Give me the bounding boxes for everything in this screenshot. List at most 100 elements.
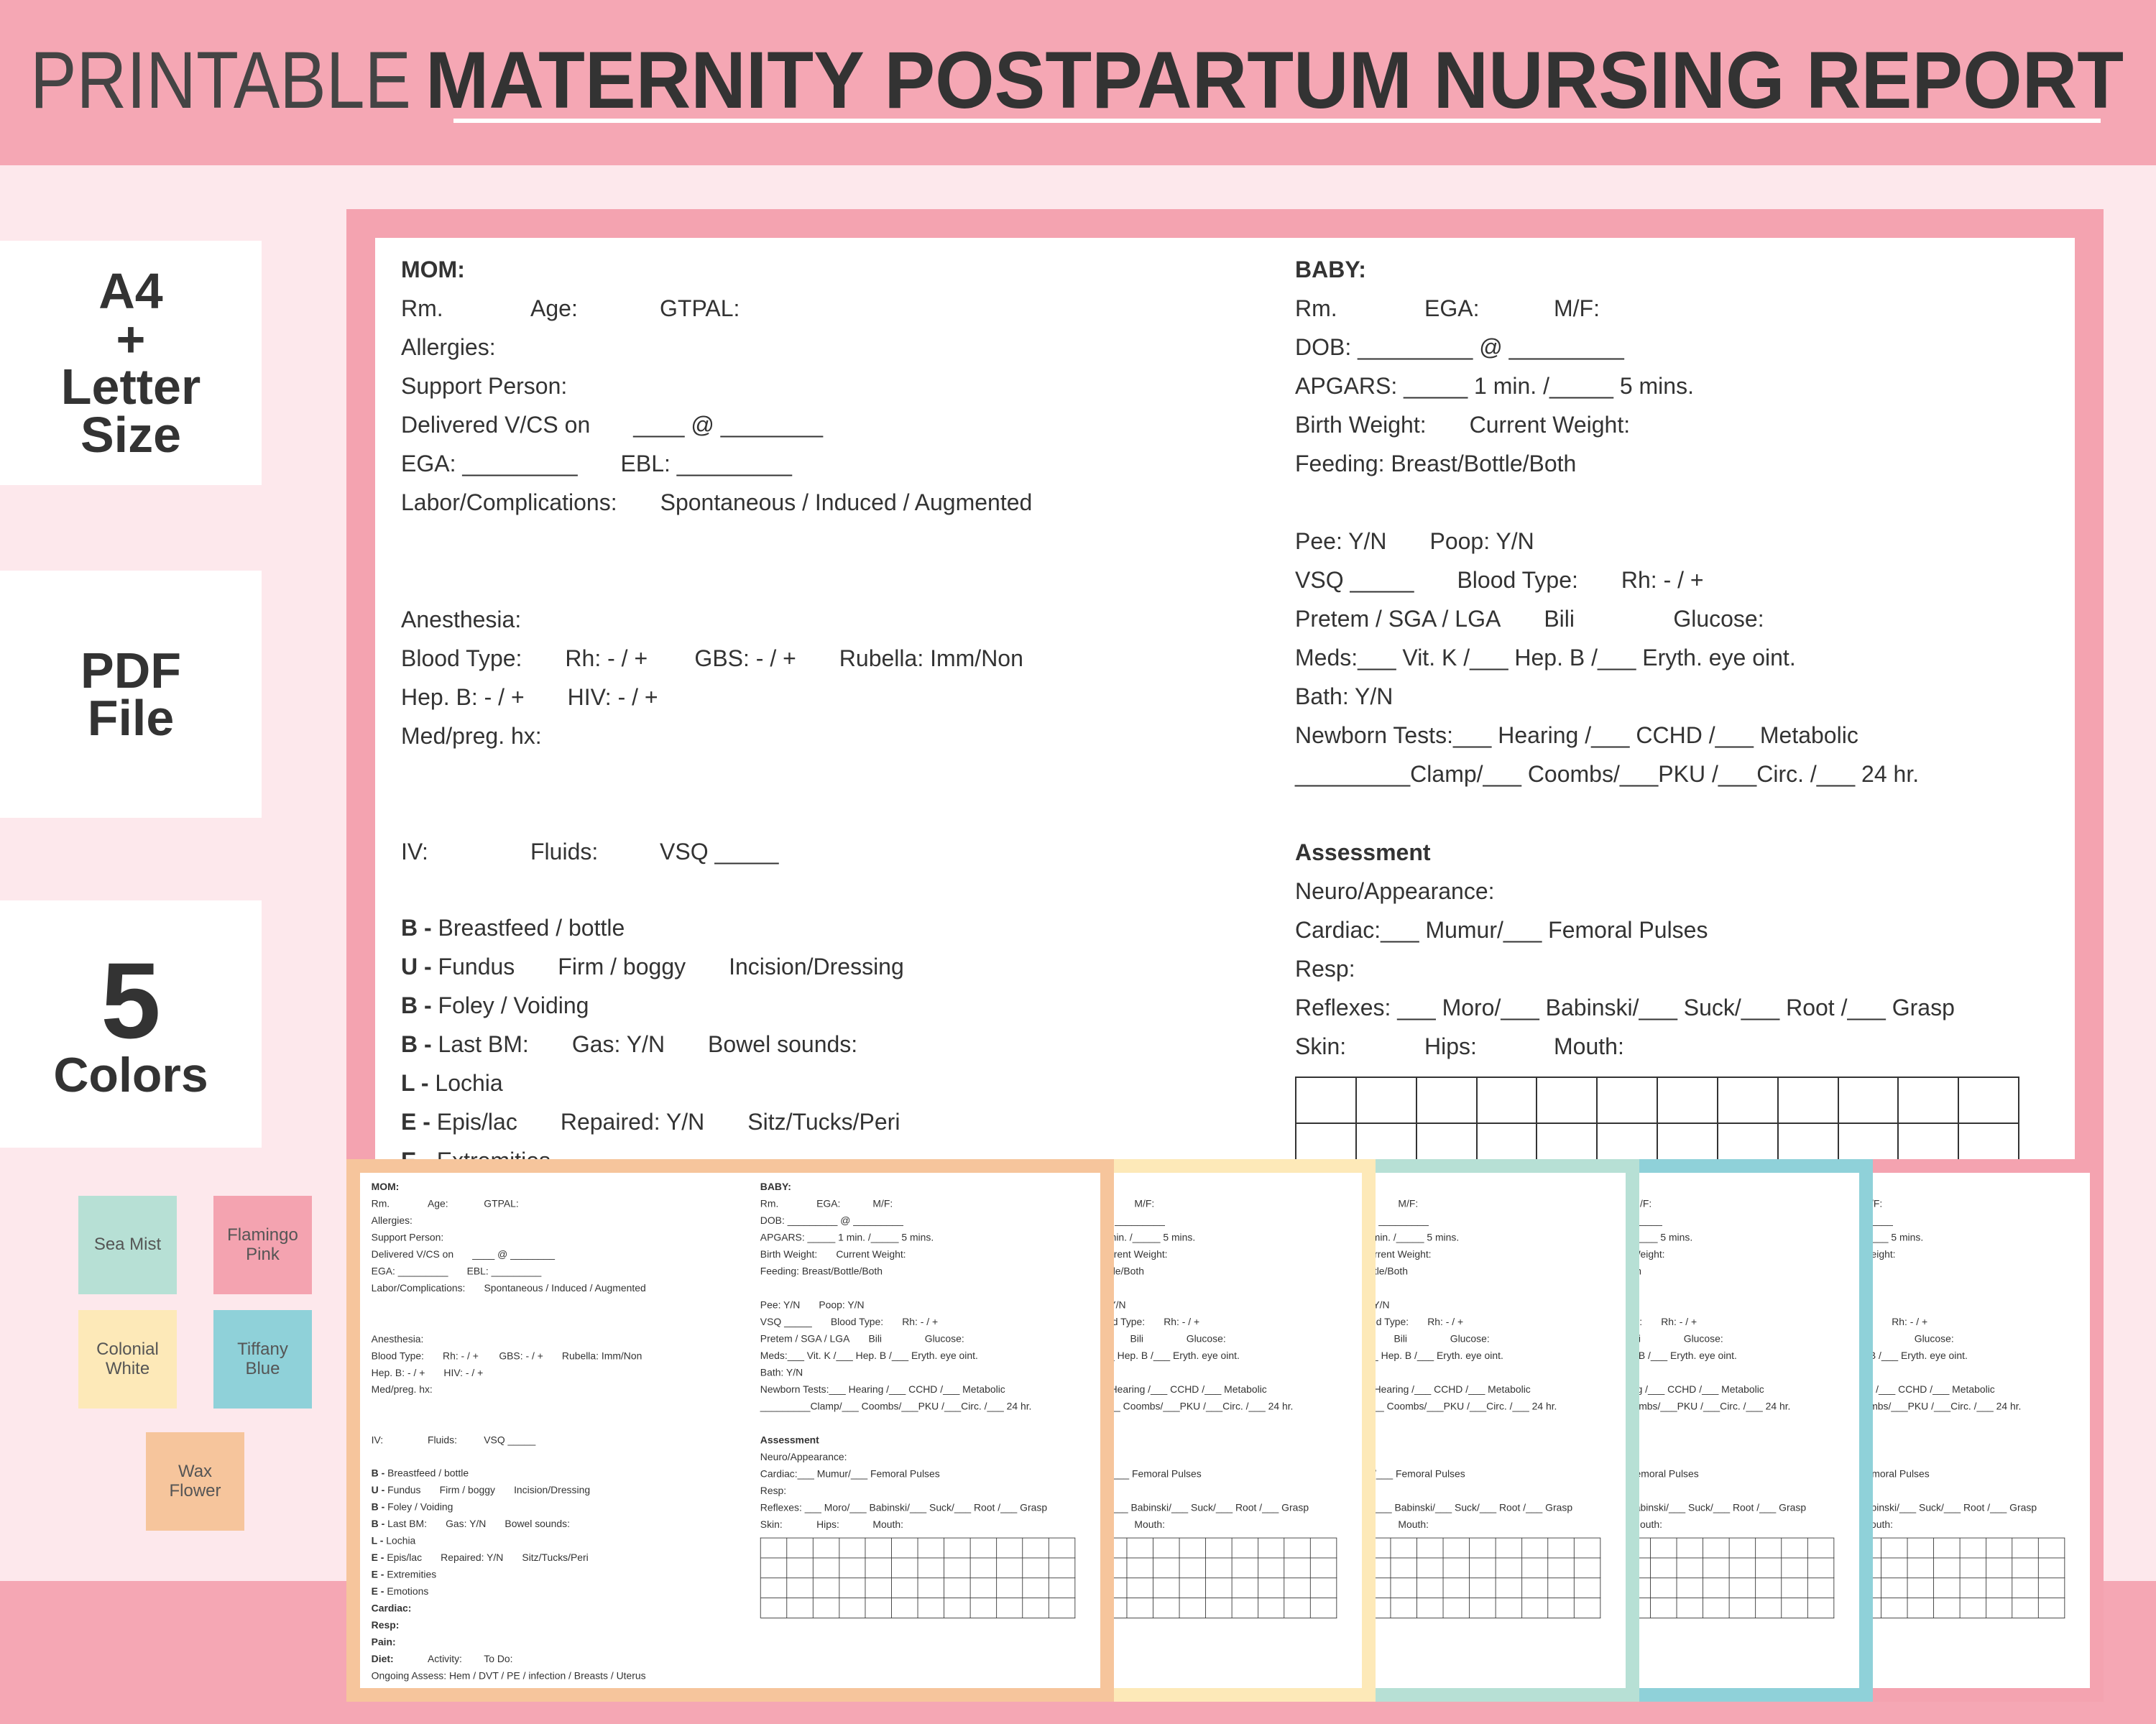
grid-cell (1258, 1538, 1285, 1559)
grid-cell (760, 1598, 788, 1618)
form-field: ____ @ ________ (633, 412, 824, 438)
grid-cell (1496, 1578, 1522, 1599)
form-block: IV: Fluids: VSQ _____ (372, 1432, 665, 1448)
grid-cell (918, 1558, 944, 1579)
form-line: BABY: (1295, 250, 2019, 289)
form-line: Cardiac: (372, 1600, 665, 1616)
form-block: Pee: Y/N Poop: Y/N VSQ _____ Blood Type: Rh:… (1295, 522, 2019, 793)
form-field: Glucose: (1673, 606, 1764, 632)
grid-cell (1960, 1578, 1986, 1599)
grid-cell (1443, 1598, 1470, 1618)
grid-cell (760, 1538, 788, 1559)
form-field: VSQ _____ (484, 1434, 536, 1446)
feature-card: A4 + Letter Size (0, 241, 262, 485)
grid-cell (1284, 1538, 1311, 1559)
field-text: Foley / Voiding (438, 992, 589, 1018)
form-field: Skin: (1295, 1033, 1347, 1059)
form-line: Diet: Activity: To Do: (372, 1650, 665, 1667)
form-field: Allergies: (401, 334, 496, 360)
grid-cell (1986, 1558, 2013, 1579)
grid-cell (1049, 1598, 1076, 1618)
field-key: E - (371, 1552, 384, 1563)
feature-text: + (116, 310, 146, 367)
form-line: Med/preg. hx: (372, 1381, 665, 1398)
form-field: Repaired: Y/N (441, 1552, 504, 1563)
grid-cell (839, 1558, 866, 1579)
form-field: Meds:___ Vit. K /___ Hep. B /___ Eryth. … (760, 1350, 978, 1361)
form-field: MOM: (401, 250, 487, 289)
form-field: Sitz/Tucks/Peri (747, 1109, 900, 1135)
grid-cell (918, 1578, 944, 1599)
form-field: M/F: (1398, 1197, 1419, 1209)
form-field: Newborn Tests:___ Hearing /___ CCHD /___… (760, 1383, 1005, 1395)
grid-cell (1179, 1558, 1206, 1579)
grid-cell (1703, 1598, 1730, 1618)
grid-cell (1469, 1538, 1496, 1559)
form-field: B - Last BM: (372, 1515, 427, 1531)
form-field: Support Person: (401, 373, 568, 399)
grid-cell (1881, 1578, 1908, 1599)
form-field: B - Breastfeed / bottle (372, 1465, 469, 1481)
swatch: Colonial White (78, 1310, 177, 1409)
form-field: Rh: - / + (1621, 567, 1704, 593)
form-line: DOB: _________ @ _________ (760, 1212, 1075, 1228)
form-field: Rh: - / + (1892, 1316, 1928, 1327)
form-line: Rm. EGA: M/F: (760, 1195, 1075, 1212)
grid-cell (1598, 1078, 1658, 1124)
form-field: Hips: (816, 1518, 839, 1531)
form-line: Anesthesia: (401, 600, 1075, 639)
grid-cell (813, 1578, 840, 1599)
form-field: Spontaneous / Induced / Augmented (660, 489, 1033, 515)
grid-cell (1959, 1078, 2019, 1124)
grid-cell (1755, 1578, 1782, 1599)
grid-cell (1703, 1558, 1730, 1579)
grid-cell (1153, 1578, 1180, 1599)
grid-cell (1933, 1538, 1961, 1559)
form-field: Pretem / SGA / LGA (1295, 606, 1501, 632)
form-field: Mouth: (1398, 1518, 1429, 1531)
assessment-grid (760, 1537, 1076, 1618)
grid-cell (1782, 1578, 1808, 1599)
grid-cell (1907, 1578, 1934, 1599)
grid-cell (1521, 1578, 1549, 1599)
feature-text: 5 (101, 940, 161, 1061)
grid-cell (787, 1538, 814, 1559)
grid-cell (1153, 1538, 1180, 1559)
grid-cell (1310, 1558, 1337, 1579)
grid-cell (1127, 1558, 1154, 1579)
field-key: Resp: (371, 1619, 400, 1631)
feature-text: File (87, 690, 175, 746)
grid-cell (787, 1598, 814, 1618)
grid-cell (1960, 1538, 1986, 1559)
form-line: Allergies: (372, 1212, 665, 1228)
form-line: Pretem / SGA / LGA Bili Glucose: (1295, 599, 2019, 638)
form-field: M/F: (1134, 1197, 1155, 1209)
grid-cell (1907, 1538, 1934, 1559)
feature-text: A4 (98, 263, 163, 319)
form-field: Hips: (1424, 1033, 1477, 1059)
field-key: E - (401, 1109, 430, 1135)
field-key: L - (371, 1534, 384, 1546)
grid-cell (1416, 1078, 1478, 1124)
grid-cell (2038, 1558, 2065, 1579)
form-field: Age: (427, 1197, 448, 1209)
form-line: Reflexes: ___ Moro/___ Babinski/___ Suck… (1295, 988, 2019, 1027)
form-field: ____ @ ________ (472, 1248, 556, 1260)
form-field: EBL: _________ (620, 451, 792, 476)
form-field: EGA: _________ (401, 451, 578, 476)
form-line: Meds:___ Vit. K /___ Hep. B /___ Eryth. … (1295, 638, 2019, 677)
field-text: Lochia (386, 1534, 416, 1546)
grid-cell (1807, 1578, 1835, 1599)
preview-frame: MOM: Rm. Age: GTPAL: Allergies: Support Perso… (346, 1159, 1114, 1702)
form-field: IV: (371, 1434, 384, 1446)
grid-cell (1023, 1558, 1049, 1579)
grid-cell (892, 1558, 918, 1579)
grid-cell (1658, 1078, 1718, 1124)
form-line: Skin: Hips: Mouth: (760, 1516, 1075, 1533)
form-line: B - Foley / Voiding (372, 1498, 665, 1515)
grid-cell (1365, 1558, 1391, 1579)
form-line: Feeding: Breast/Bottle/Both (1295, 444, 2019, 483)
form-line: Cardiac:___ Mumur/___ Femoral Pulses (760, 1465, 1075, 1482)
grid-cell (1907, 1558, 1934, 1579)
form-field: E - Epis/lac (372, 1549, 422, 1565)
